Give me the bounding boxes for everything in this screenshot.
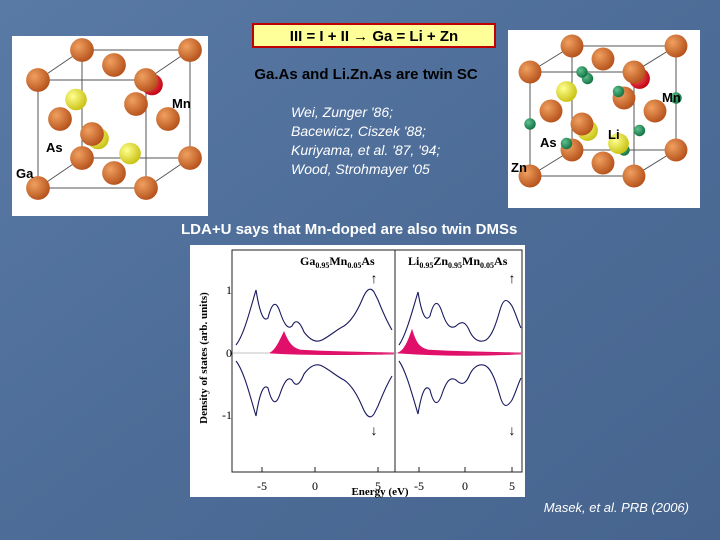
ga-atom [539,99,563,123]
right-structure [518,34,688,188]
y-tick-label: 0 [226,346,232,360]
ga-atom [591,151,615,175]
x-tick-labels: -5 0 5 -5 0 5 [257,479,515,493]
ga-atom [622,60,646,84]
reference: Wood, Strohmayer '05 [291,161,430,177]
spin-down-arrow: ↓ [371,424,378,439]
ga-atom [124,92,148,116]
ga-atom [560,34,584,58]
dos-curves [235,288,522,418]
li-atom [576,66,588,78]
spin-down-curve [398,360,522,415]
references: Wei, Zunger '86; Bacewicz, Ciszek '88; K… [291,104,440,177]
mn-peak [397,352,522,356]
atom-label: Li [608,127,620,142]
mn-peak [397,328,522,354]
ga-atom [70,146,94,170]
ga-atom [134,176,158,200]
x-tick-label: 5 [509,479,515,493]
x-axis-label: Energy (eV) [351,486,408,498]
atom-label: As [540,135,557,150]
x-tick-label: 0 [462,479,468,493]
plot-frame [231,249,523,473]
as-atom [608,133,629,154]
li-atom [560,137,573,150]
as-atom [556,81,577,102]
y-axis-label: Density of states (arb. units) [198,292,210,424]
atom-label: Mn [172,96,191,111]
right-structure-labels: Mn Li As Zn [511,90,681,175]
reference: Bacewicz, Ciszek '88; [291,123,426,139]
ga-atom [518,60,542,84]
ga-atom [622,164,646,188]
y-tick-label: 1 [226,283,232,297]
spin-down-curve [235,360,393,418]
ga-atom [178,38,202,62]
ga-atom [178,146,202,170]
y-tick-labels: 1 0 -1 [222,283,232,422]
figure: Ga0.95Mn0.05As Li0.95Zn0.95Mn0.05As ↑ ↓ … [198,249,523,498]
li-atom [612,85,625,98]
ga-atom [134,68,158,92]
ga-atom [102,161,126,185]
as-atom [119,142,141,165]
x-tick-label: 0 [312,479,318,493]
x-tick-label: -5 [414,479,424,493]
as-atom [65,88,87,111]
reference: Wei, Zunger '86; [291,104,393,120]
ga-atom [48,107,72,131]
subtitle: Ga.As and Li.Zn.As are twin SC [254,66,478,83]
ga-atom [80,122,104,146]
mn-peak [269,352,395,356]
spin-up-curve [235,288,393,346]
panel-title: Ga0.95Mn0.05As [300,254,375,270]
atom-label: Ga [16,166,34,181]
spin-up-curve [398,291,522,346]
panel-title: Li0.95Zn0.95Mn0.05As [408,254,508,270]
x-tick-marks [261,467,513,472]
statement: LDA+U says that Mn-doped are also twin D… [181,221,517,238]
mn-peak [269,331,395,354]
x-tick-label: -5 [257,479,267,493]
spin-down-arrow: ↓ [509,424,516,439]
ga-atom [26,176,50,200]
li-atom [670,92,682,104]
atom-label: Zn [511,160,527,175]
title-box [252,23,496,48]
ga-atom [70,38,94,62]
ga-atom [26,68,50,92]
ga-atom [570,112,594,136]
ga-atom [156,107,180,131]
title: III = I + II → Ga = Li + Zn [290,28,458,45]
ga-atom [518,164,542,188]
ga-atom [664,138,688,162]
atom-label: As [46,140,63,155]
reference: Kuriyama, et al. '87, '94; [291,142,440,158]
x-tick-label: 5 [375,479,381,493]
ga-atom [664,34,688,58]
left-structure [26,38,202,200]
li-atom [633,124,646,137]
ga-atom [643,99,667,123]
ga-atom [102,53,126,77]
mn-dos [269,328,522,356]
atom-label: Mn [662,90,681,105]
figure-frame [190,245,525,497]
spin-up-arrow: ↑ [509,272,516,287]
citation: Masek, et al. PRB (2006) [544,500,689,515]
ga-atom [591,47,615,71]
left-structure-labels: Mn As Ga [16,96,191,181]
li-atom [524,118,536,130]
spin-arrows: ↑ ↓ ↑ ↓ [371,272,516,439]
spin-up-arrow: ↑ [371,272,378,287]
y-tick-label: -1 [222,408,232,422]
